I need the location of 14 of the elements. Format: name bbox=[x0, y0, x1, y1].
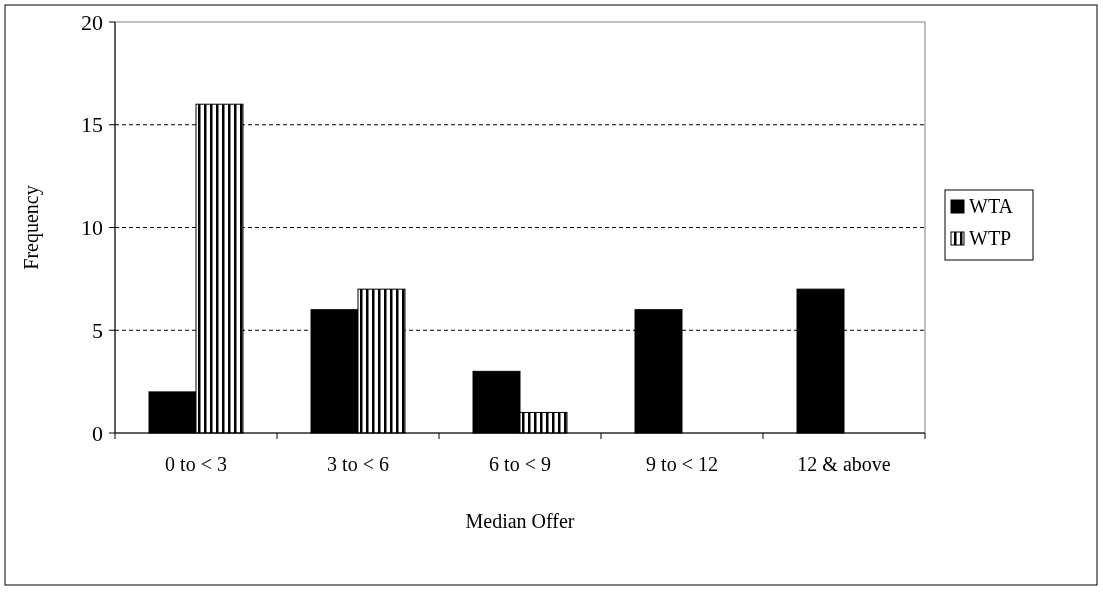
legend-label: WTA bbox=[969, 195, 1014, 217]
x-axis-title: Median Offer bbox=[465, 510, 575, 532]
legend-label: WTP bbox=[969, 227, 1012, 249]
x-tick-label: 3 to < 6 bbox=[327, 453, 389, 475]
x-tick-label: 12 & above bbox=[797, 453, 891, 475]
x-tick-label: 0 to < 3 bbox=[165, 453, 227, 475]
x-tick-label: 9 to < 12 bbox=[646, 453, 718, 475]
x-tick-label: 6 to < 9 bbox=[489, 453, 551, 475]
y-tick-label: 15 bbox=[81, 112, 103, 138]
y-tick-label: 20 bbox=[81, 9, 103, 35]
y-tick-label: 10 bbox=[81, 215, 103, 241]
y-axis-title: Frequency bbox=[20, 185, 43, 270]
y-tick-label: 0 bbox=[92, 420, 103, 446]
y-tick-label: 5 bbox=[92, 317, 103, 343]
